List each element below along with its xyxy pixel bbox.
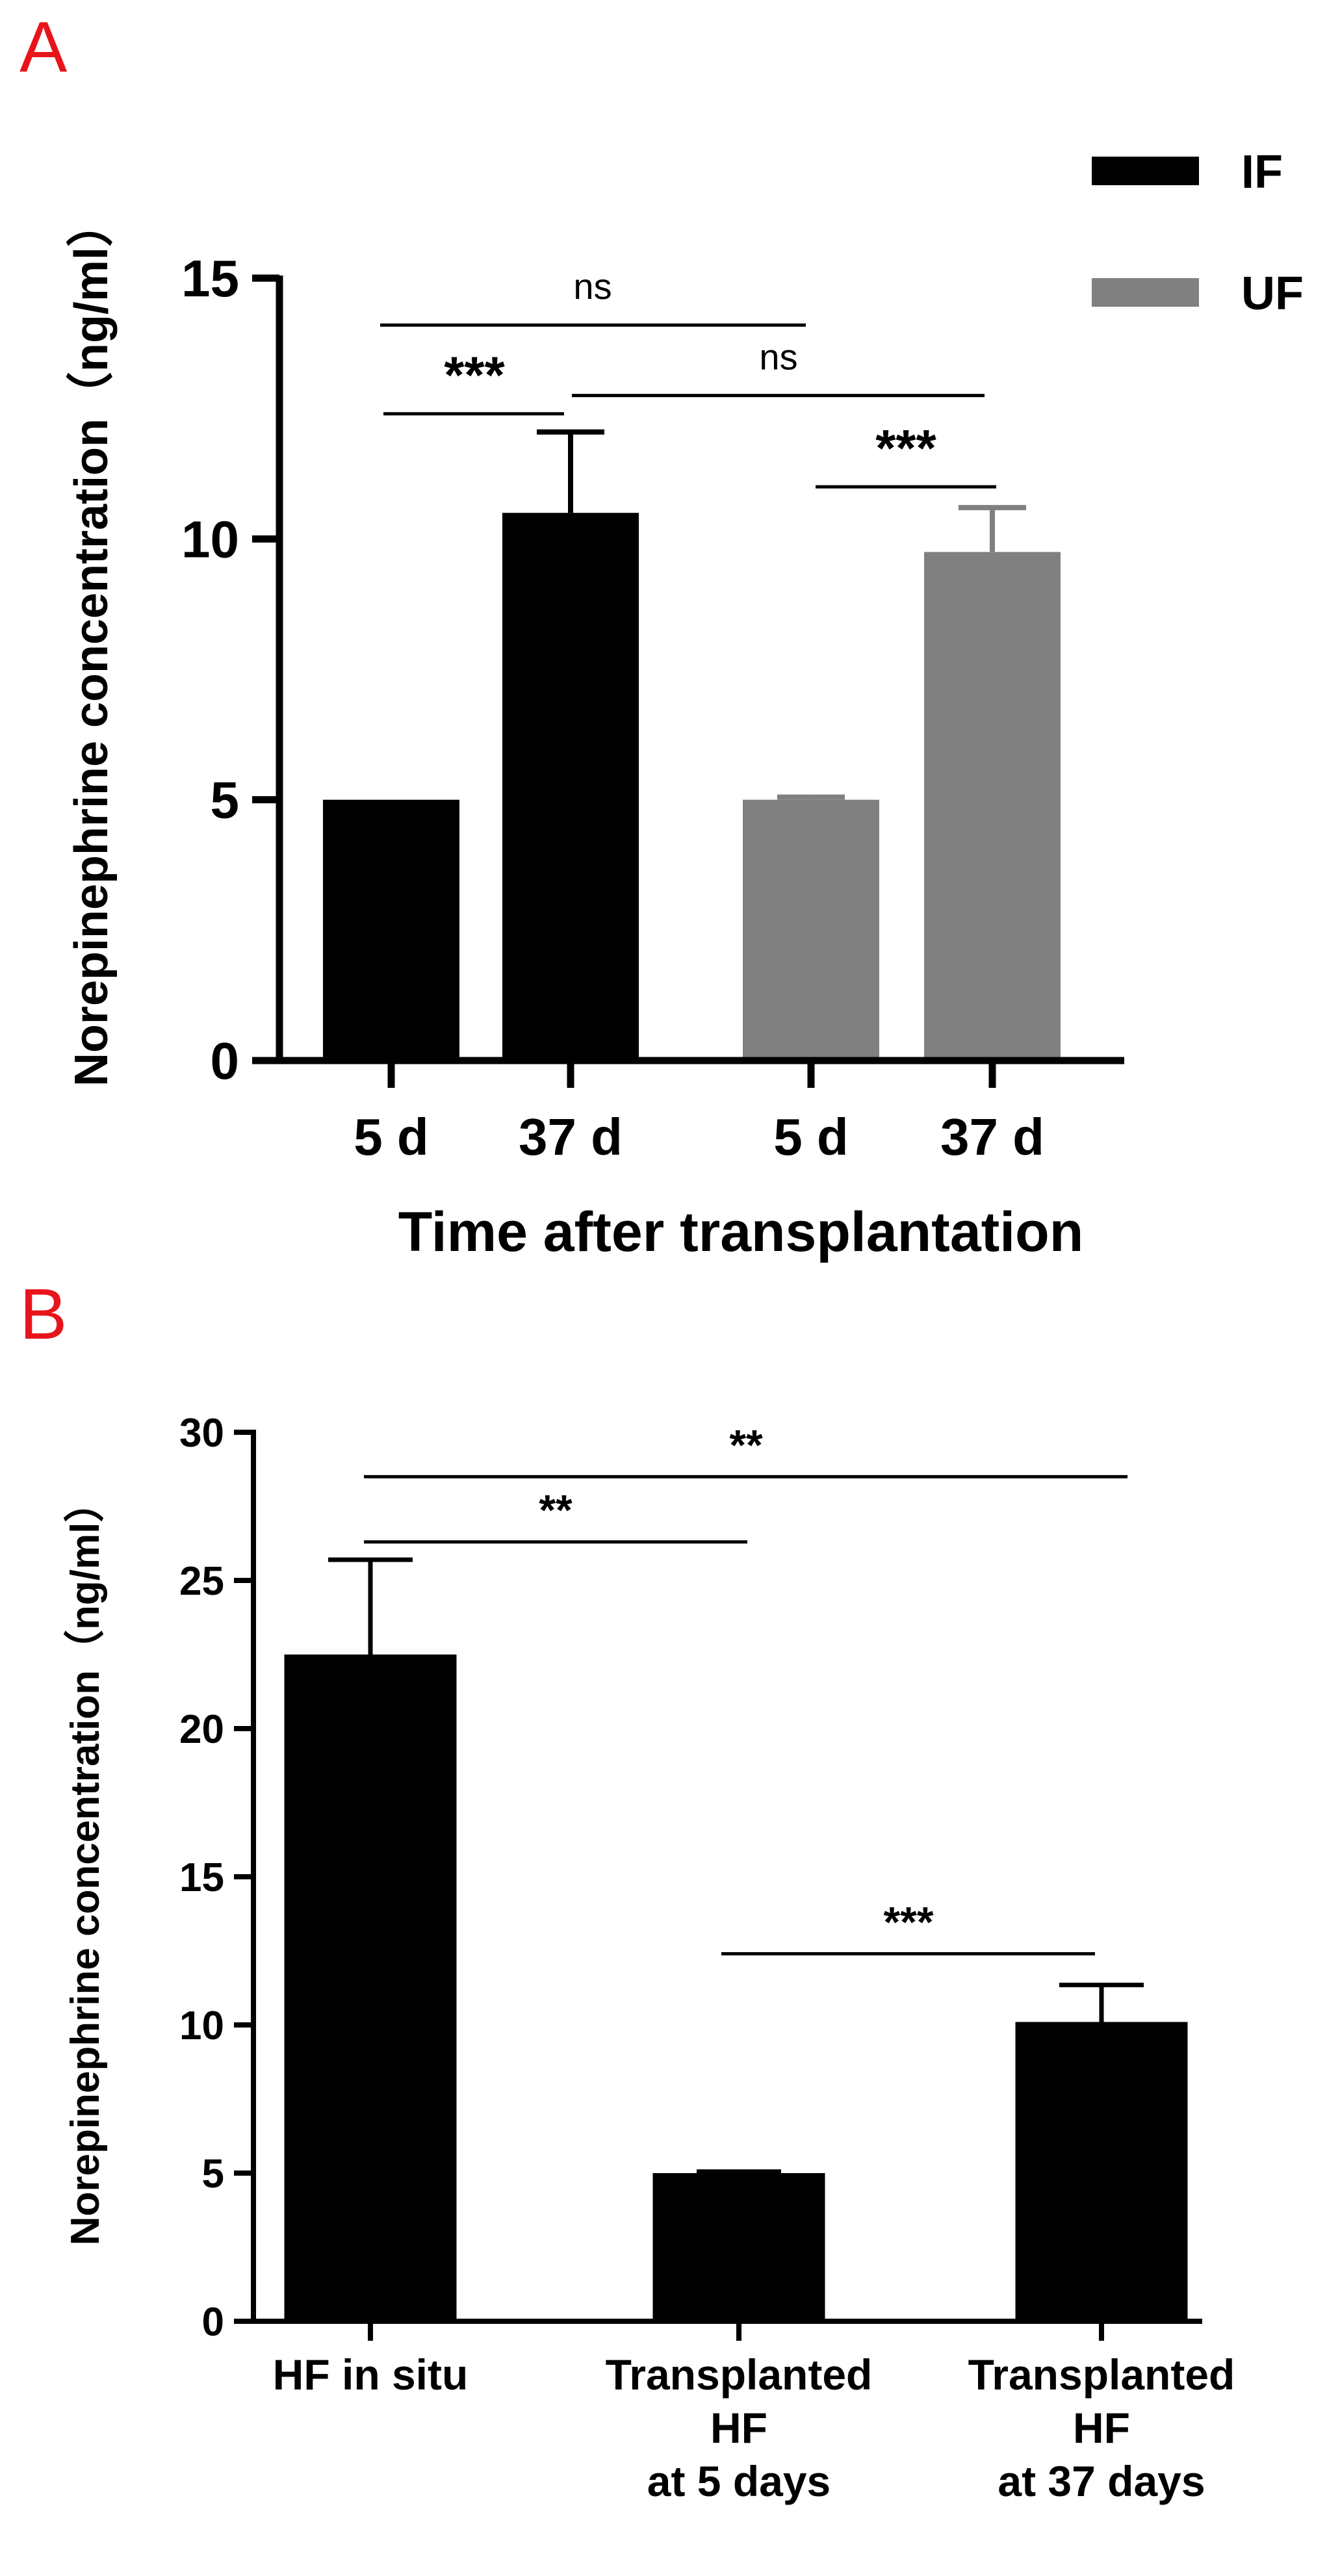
- x-tick-label: Transplanted HF at 37 days: [968, 2351, 1235, 2505]
- y-tick-label: 0: [211, 1032, 240, 1090]
- x-tick-label-line: at 5 days: [647, 2457, 831, 2505]
- y-axis-label: Norepinephrine concentration（ng/ml）: [66, 200, 118, 1087]
- x-tick-label: Transplanted HF at 5 days: [606, 2351, 873, 2505]
- legend-label-if: IF: [1241, 146, 1283, 198]
- x-tick-label-line: Transplanted: [968, 2351, 1235, 2399]
- chart-b: Norepinephrine concentration（ng/ml） HF in…: [62, 1411, 1235, 2505]
- significance-label: ns: [573, 266, 612, 307]
- y-tick-label: 10: [179, 2003, 224, 2048]
- bar-1: [284, 1655, 457, 2321]
- x-tick-label: 37 d: [940, 1108, 1044, 1166]
- x-tick-label-line: HF: [710, 2404, 767, 2452]
- bar-if-37d: [502, 513, 639, 1061]
- panel-letter-a: A: [19, 7, 68, 87]
- x-axis-label: Time after transplantation: [398, 1201, 1084, 1263]
- y-tick-label: 10: [181, 510, 239, 568]
- significance-label: ns: [759, 337, 797, 378]
- bar-3: [1015, 2022, 1188, 2321]
- legend-swatch-if: [1092, 157, 1199, 185]
- y-tick-label: 25: [179, 1559, 224, 1604]
- y-tick-label: 0: [202, 2300, 224, 2345]
- bar-uf-5d: [743, 799, 879, 1061]
- x-tick-label-line: HF in situ: [273, 2351, 469, 2399]
- significance-label: ***: [444, 346, 505, 404]
- x-tick-label: HF in situ: [273, 2351, 469, 2399]
- significance-label: **: [539, 1486, 573, 1534]
- x-tick-label: 5 d: [354, 1108, 429, 1166]
- chart-a: Norepinephrine concentration（ng/ml） 5 d 37…: [66, 146, 1304, 1263]
- legend-swatch-uf: [1092, 278, 1199, 307]
- y-axis-label: Norepinephrine concentration（ng/ml）: [62, 1482, 108, 2246]
- y-tick-label: 5: [211, 771, 240, 829]
- panel-letter-b: B: [19, 1274, 67, 1354]
- y-tick-label: 5: [202, 2152, 224, 2196]
- x-tick-label: 5 d: [773, 1108, 849, 1166]
- x-tick-label-line: Transplanted: [606, 2351, 873, 2399]
- x-tick-label: 37 d: [519, 1108, 623, 1166]
- significance-label: **: [729, 1421, 763, 1469]
- bar-2: [652, 2173, 825, 2321]
- y-tick-label: 20: [179, 1707, 224, 1752]
- bar-if-5d: [323, 799, 459, 1061]
- significance-label: ***: [875, 419, 936, 477]
- legend-label-uf: UF: [1241, 268, 1304, 320]
- y-tick-label: 15: [179, 1855, 224, 1900]
- significance-label: ***: [883, 1898, 933, 1946]
- y-tick-label: 30: [179, 1411, 224, 1456]
- x-tick-label-line: at 37 days: [998, 2457, 1205, 2505]
- y-tick-label: 15: [181, 250, 239, 307]
- bar-uf-37d: [924, 552, 1061, 1061]
- x-tick-label-line: HF: [1073, 2404, 1130, 2452]
